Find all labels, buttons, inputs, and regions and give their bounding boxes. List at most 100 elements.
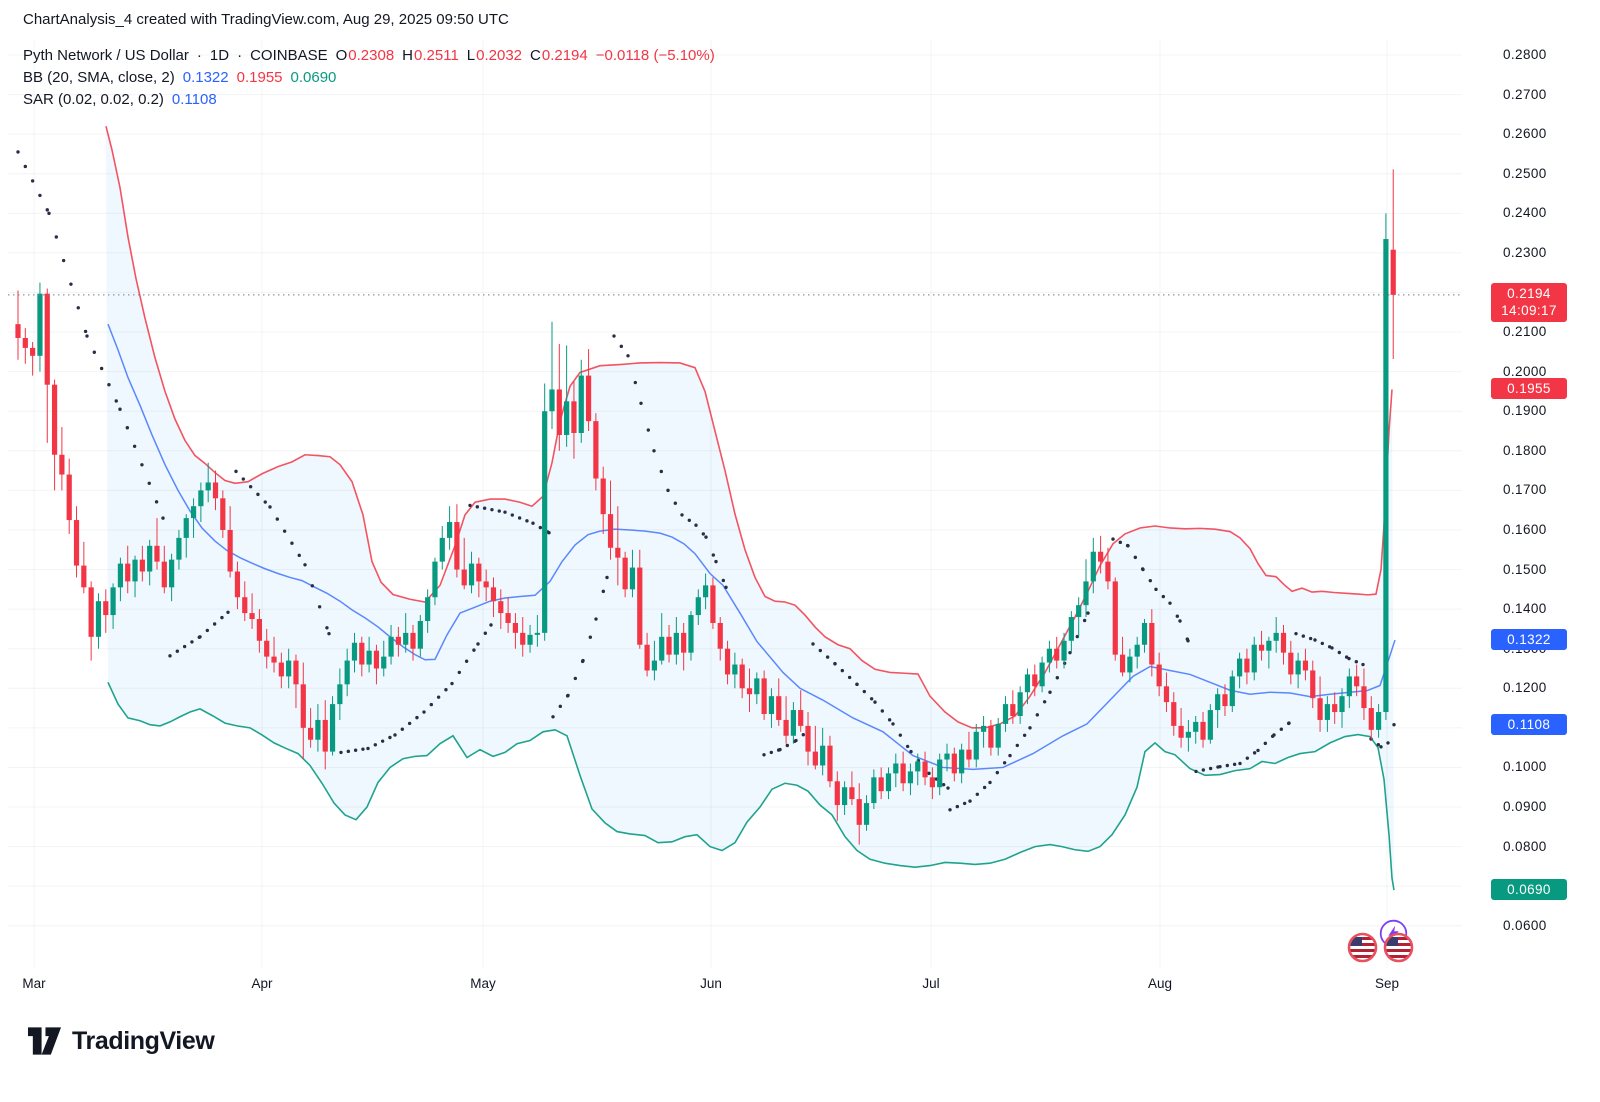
us-flag-event-icon[interactable] — [1347, 932, 1378, 968]
bb-indicator-name[interactable]: BB (20, SMA, close, 2) — [23, 69, 175, 86]
us-flag-event-icon[interactable] — [1383, 932, 1414, 968]
sar-dot — [182, 644, 187, 649]
y-tick-label: 0.2100 — [1503, 324, 1547, 340]
sar-dot — [1141, 567, 1145, 572]
candle-body — [1361, 686, 1367, 709]
sar-dot — [1178, 619, 1182, 623]
sar-dot — [248, 485, 253, 489]
candle-body — [534, 632, 540, 635]
y-tick-label: 0.2800 — [1503, 47, 1547, 62]
sar-dot — [995, 770, 1000, 775]
candle-body — [1185, 731, 1191, 738]
candle-body — [1266, 640, 1272, 651]
candle-body — [564, 401, 570, 435]
sar-dot — [482, 506, 487, 510]
sar-dot — [551, 715, 555, 719]
candle-body — [973, 731, 979, 760]
candle-body — [1258, 644, 1265, 651]
candle-body — [593, 421, 599, 479]
candle-body — [1229, 676, 1235, 707]
candle-body — [395, 636, 401, 645]
candle-body — [571, 401, 577, 433]
sar-dot — [327, 631, 331, 636]
candle-body — [315, 719, 321, 740]
candle-body — [629, 567, 636, 590]
month-label[interactable]: Apr — [251, 976, 273, 991]
sar-dot — [339, 750, 343, 755]
month-label[interactable]: Aug — [1147, 976, 1173, 991]
sar-dot — [855, 682, 859, 687]
sar-dot — [794, 738, 798, 743]
sar-dot — [83, 329, 88, 334]
sar-dot — [633, 380, 638, 385]
indicator-value-badge: 0.1108 — [1491, 713, 1567, 735]
candle-body — [117, 563, 124, 588]
candle-body — [154, 545, 160, 562]
candle-body — [1002, 704, 1009, 724]
candle-body — [125, 563, 131, 582]
sar-dot — [869, 697, 874, 701]
sar-dot — [464, 659, 469, 663]
candle-body — [249, 613, 255, 620]
candle-body — [1317, 698, 1323, 720]
candle-body — [578, 375, 584, 433]
sar-dot — [1208, 766, 1213, 771]
sar-dot — [175, 649, 180, 653]
sar-dot — [476, 642, 480, 646]
sar-dot — [415, 715, 419, 720]
candle-body — [644, 644, 650, 671]
candle-body — [651, 660, 658, 671]
candle-body — [505, 613, 511, 623]
month-label[interactable]: Sep — [1374, 976, 1400, 991]
tradingview-logo[interactable]: TradingView — [27, 1026, 215, 1056]
sar-dot — [497, 509, 501, 513]
candle-body — [220, 498, 226, 530]
candle-body — [1288, 652, 1294, 675]
sar-dot — [1354, 659, 1359, 664]
symbol-name[interactable]: Pyth Network / US Dollar — [23, 47, 189, 64]
candle-body — [1105, 561, 1111, 582]
candle-body — [410, 632, 416, 649]
sar-dot — [168, 654, 172, 658]
candle-body — [1127, 656, 1133, 673]
sar-dot — [833, 662, 837, 666]
candle-body — [849, 787, 855, 800]
sar-dot — [1347, 656, 1351, 661]
sar-dot — [905, 744, 910, 749]
interval-label[interactable]: 1D — [209, 47, 230, 64]
sar-dot — [1245, 756, 1250, 760]
sar-dot — [85, 334, 89, 338]
sar-dot — [1055, 676, 1060, 680]
month-label[interactable]: May — [470, 976, 496, 991]
candle-body — [388, 636, 394, 657]
candle-body — [417, 620, 423, 649]
month-label[interactable]: Mar — [22, 976, 46, 991]
sar-indicator-row[interactable]: SAR (0.02, 0.02, 0.2) 0.1108 — [23, 91, 715, 108]
separator: · — [237, 47, 242, 64]
sar-dot — [626, 354, 630, 358]
sar-dot — [38, 193, 42, 198]
candle-body — [1295, 660, 1301, 675]
sar-dot — [457, 670, 462, 675]
sar-dot — [468, 503, 472, 508]
sar-dot — [1256, 748, 1260, 753]
sar-dot — [503, 510, 507, 514]
sar-dot — [1337, 650, 1342, 655]
symbol-row[interactable]: Pyth Network / US Dollar · 1D · COINBASE… — [23, 47, 715, 64]
sar-indicator-name[interactable]: SAR (0.02, 0.02, 0.2) — [23, 91, 164, 108]
sar-dot — [955, 804, 960, 809]
candle-body — [432, 561, 438, 598]
candle-body — [366, 650, 372, 665]
sar-dot — [909, 749, 913, 754]
candle-body — [966, 749, 972, 760]
month-label[interactable]: Jun — [700, 976, 722, 991]
sar-dot — [45, 208, 49, 212]
candle-body — [103, 601, 109, 616]
bb-indicator-row[interactable]: BB (20, SMA, close, 2) 0.1322 0.1955 0.0… — [23, 69, 715, 86]
month-label[interactable]: Jul — [922, 976, 940, 991]
ohlc-low: L 0.2032 — [466, 47, 523, 64]
sar-dot — [941, 782, 946, 787]
candle-body — [878, 777, 884, 792]
sar-dot — [1301, 634, 1306, 638]
